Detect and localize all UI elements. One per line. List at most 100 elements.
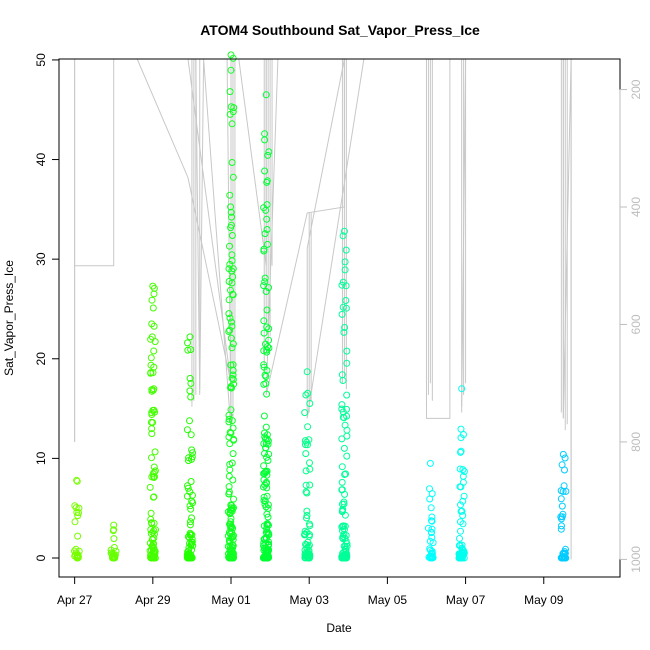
x-tick-label: May 01 [211,593,251,607]
data-point [260,282,268,290]
data-point [227,384,234,392]
data-point [229,265,237,273]
data-point [225,328,233,335]
data-point [302,391,310,399]
data-point [265,148,273,156]
data-point [110,535,118,543]
data-point [427,528,435,536]
data-point [304,423,312,431]
data-point [227,224,235,232]
data-point [186,540,193,547]
data-point [149,493,157,501]
data-point [557,554,565,562]
data-point [110,526,118,534]
data-point [186,387,194,395]
data-point [148,320,156,328]
data-point [183,426,191,434]
y2-tick-label: 1000 [629,546,643,573]
x-tick-label: Apr 27 [57,593,93,607]
data-point [227,318,235,326]
data-point [150,347,158,355]
data-point [339,377,347,384]
data-point [150,468,158,476]
data-point [149,304,157,312]
data-point [302,540,309,548]
data-point [302,450,310,458]
data-point [425,553,433,561]
data-point [149,386,157,394]
data-point [187,431,195,439]
data-point [263,215,271,223]
data-point [73,508,81,516]
data-point [148,542,156,550]
data-point [457,507,465,515]
data-point [305,547,313,555]
data-point [338,310,346,318]
data-point [150,474,158,481]
x-tick-label: May 03 [290,593,330,607]
data-point [302,488,310,496]
data-point [188,497,196,505]
data-point [187,379,195,387]
data-point [339,232,347,240]
data-point [340,328,348,336]
data-point [260,329,268,337]
data-point [561,554,569,562]
data-point [457,447,465,455]
data-point [264,151,272,159]
data-point [427,504,435,512]
data-point [229,476,237,484]
data-point [184,346,192,354]
data-point [426,459,434,467]
data-point [459,466,467,474]
data-point [338,371,346,379]
data-point [187,478,195,485]
data-point [148,296,156,304]
data-point [304,441,311,449]
data-point [188,446,196,454]
data-point [306,481,314,489]
data-point [183,492,191,500]
data-point [188,453,196,461]
data-point [74,532,82,540]
y-tick-label: 10 [34,451,48,465]
data-point [147,509,155,517]
data-point [260,412,268,420]
data-point [306,465,314,473]
data-point [185,457,192,465]
data-point [263,367,271,374]
chart-title: ATOM4 Southbound Sat_Vapor_Press_Ice [200,22,480,38]
data-point [301,409,309,417]
data-point [306,522,314,530]
data-point [303,489,311,497]
data-point [339,553,347,561]
data-point [562,545,569,553]
data-point [340,500,348,508]
data-point [561,454,569,462]
data-point [342,297,350,304]
data-point [227,66,235,74]
data-point [557,525,565,533]
data-point [228,257,236,265]
y-tick-label: 40 [34,153,48,167]
data-point [227,501,235,509]
data-points [71,51,570,562]
data-point [226,242,233,250]
data-point [459,512,467,519]
data-point [110,521,118,529]
data-point [187,518,194,526]
data-point [301,527,309,535]
data-point [225,296,233,304]
data-point [150,322,158,330]
data-point [456,518,464,526]
data-point [229,533,237,541]
data-point [459,497,467,505]
data-point [339,522,347,530]
data-point [339,278,347,286]
data-point [225,418,233,426]
data-point [226,88,234,96]
data-point [338,478,346,486]
data-point [343,391,351,399]
x-tick-label: May 09 [524,593,564,607]
